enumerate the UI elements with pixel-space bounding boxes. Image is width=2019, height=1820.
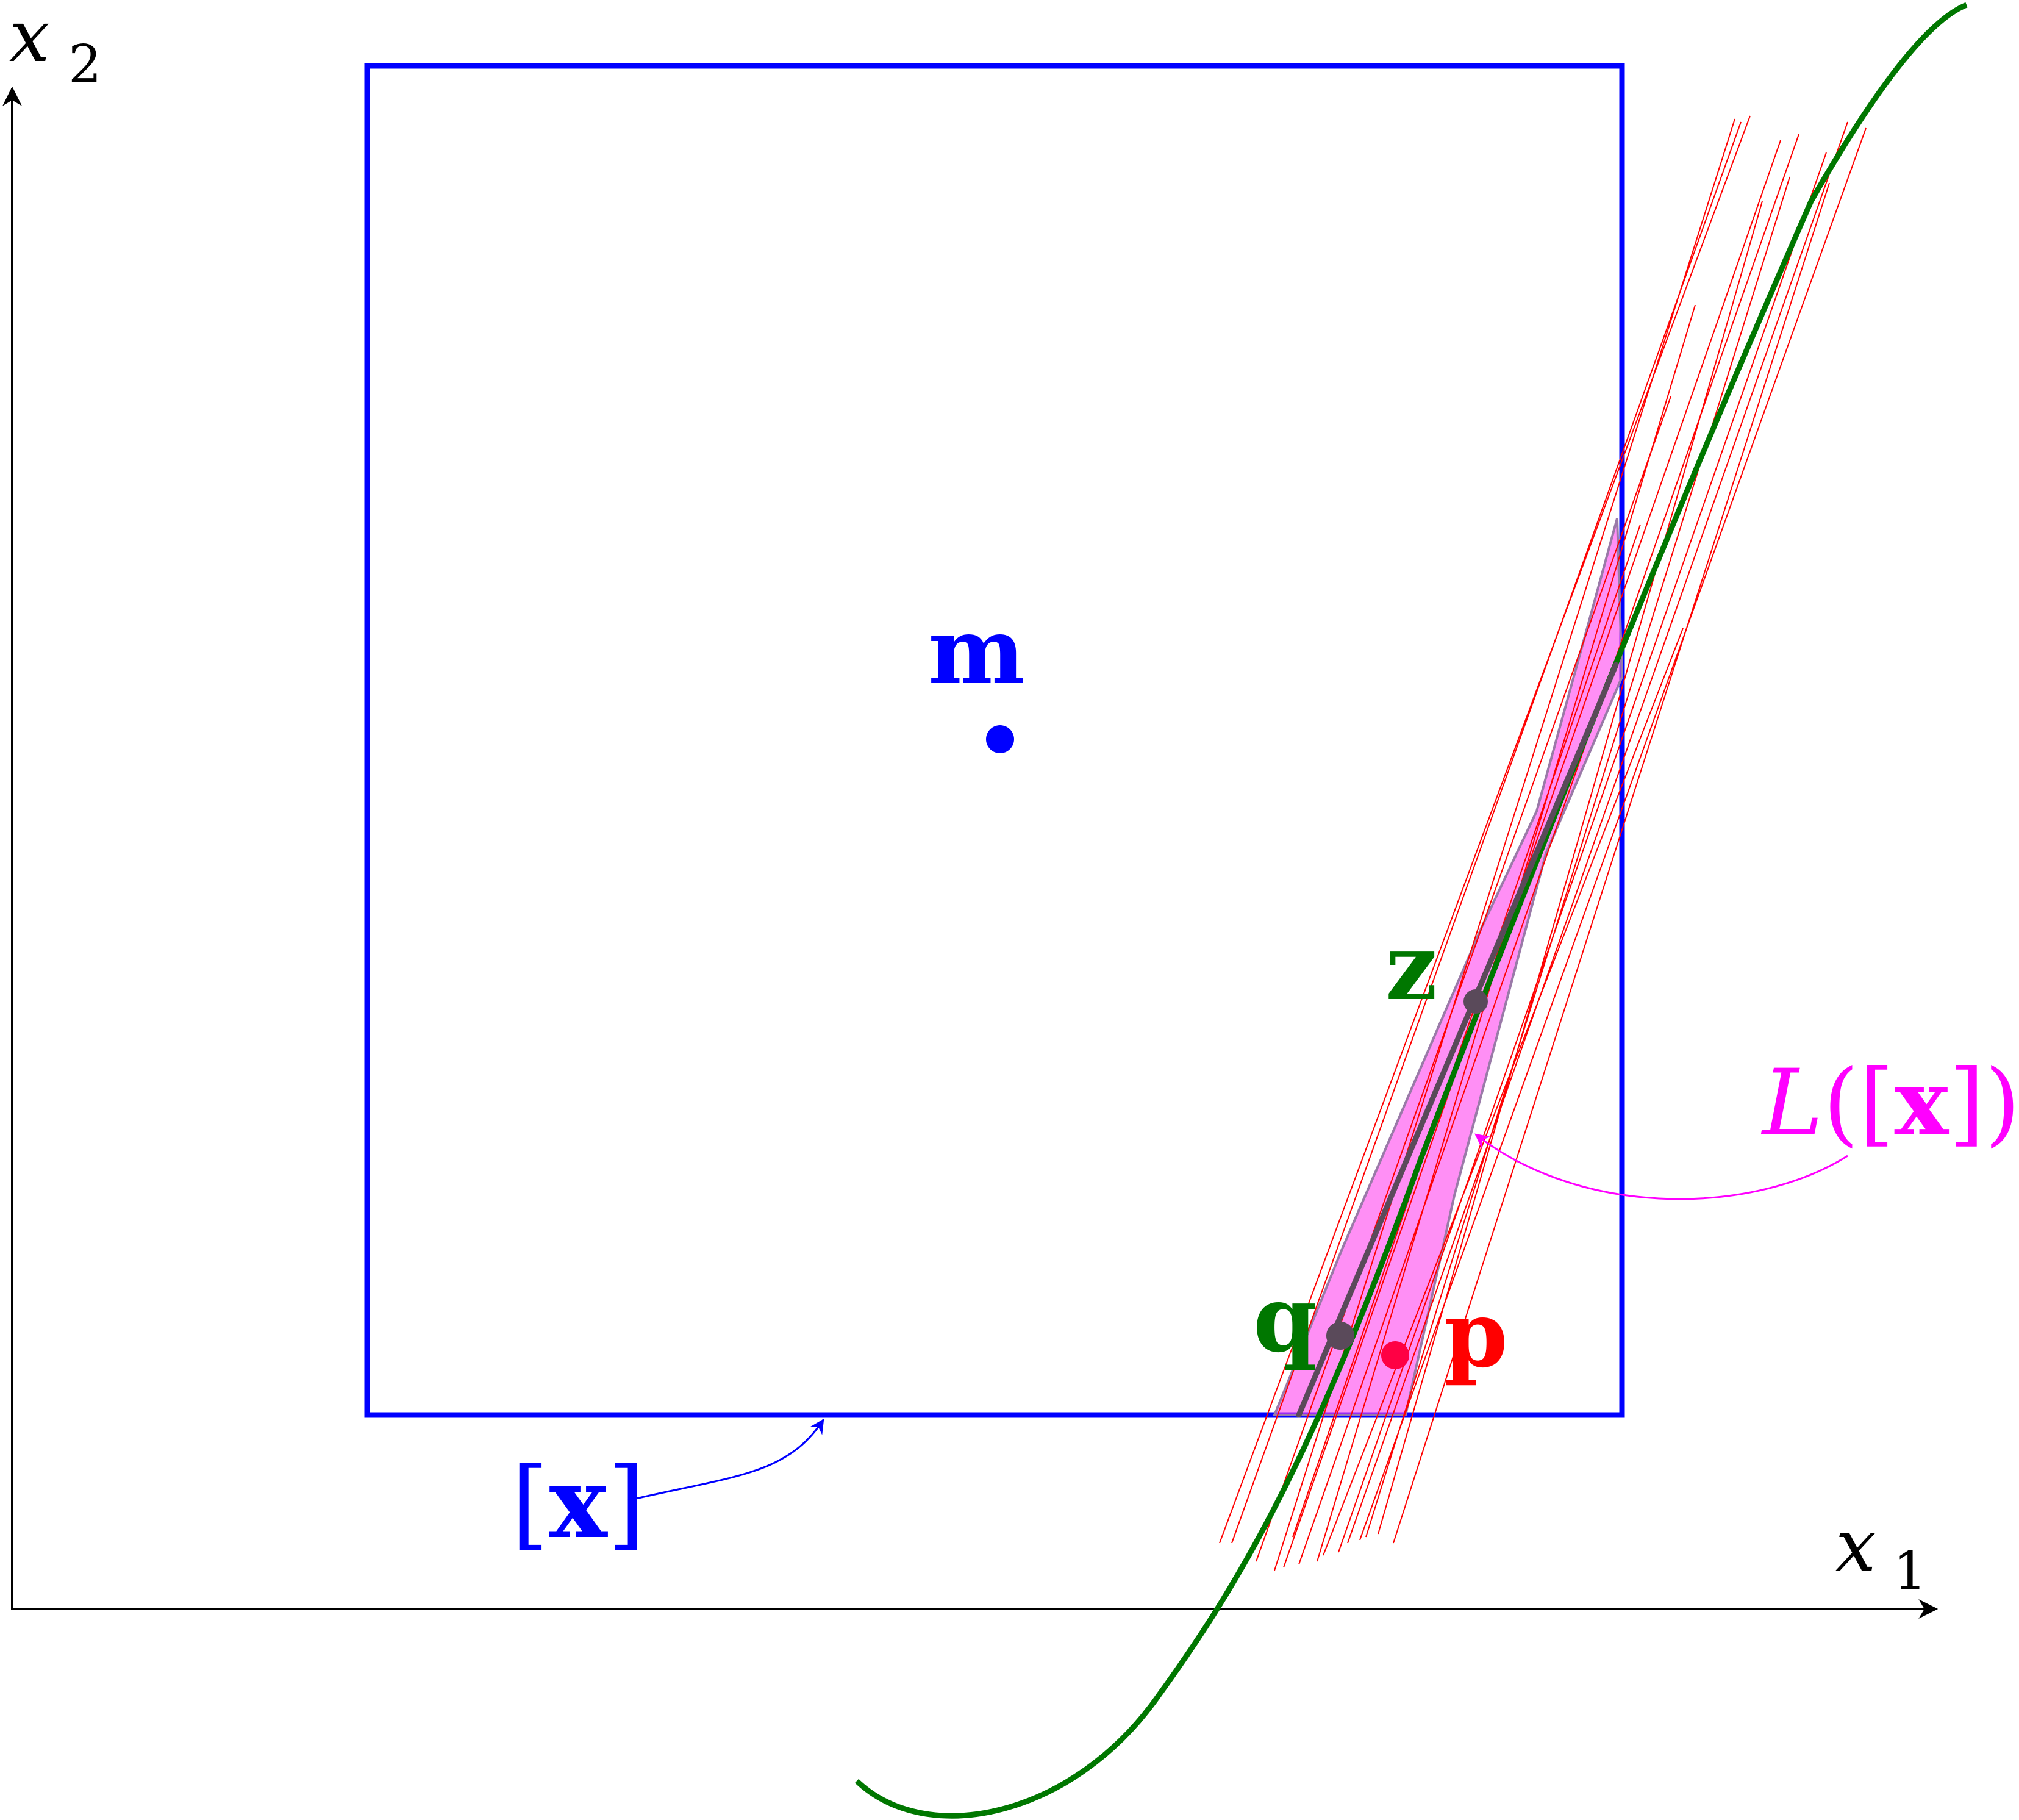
point-p (1381, 1341, 1409, 1369)
point-m (986, 725, 1014, 753)
green-curve (854, 2, 1968, 1819)
y-axis-label-subscript: 2 (68, 34, 102, 95)
q-z-segment (1296, 662, 1619, 1418)
x-axis-label: x (1835, 1503, 1876, 1588)
label-z: z (1385, 914, 1437, 1021)
x-axis-label-subscript: 1 (1893, 1541, 1927, 1602)
box-label: [x] (511, 1446, 645, 1560)
linearization-label: L([x]) (1760, 1049, 2019, 1156)
linearization-label-arrow (1474, 1133, 1848, 1200)
red-sample-lines (1219, 115, 1867, 1571)
box-label-arrow (627, 1418, 824, 1502)
label-m: m (928, 598, 1025, 705)
label-q: q (1253, 1266, 1317, 1373)
point-q (1326, 1322, 1354, 1350)
linearization-cone (1273, 518, 1624, 1416)
label-p: p (1444, 1281, 1508, 1388)
y-axis-label: x (9, 0, 50, 78)
point-z (1463, 989, 1488, 1014)
